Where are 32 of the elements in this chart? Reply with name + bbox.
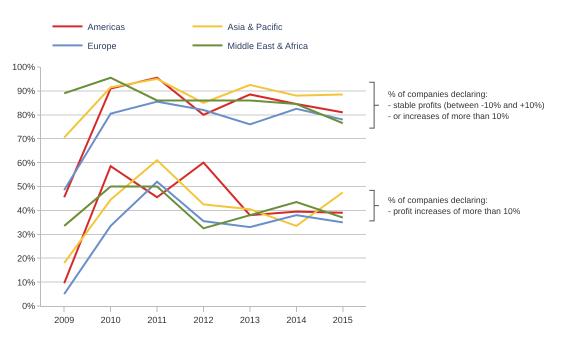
line-series [63,76,344,198]
y-tick-label: 60% [17,158,36,168]
line-series [63,78,344,139]
y-tick-label: 80% [17,110,36,120]
legend-label: Middle East & Africa [228,40,308,51]
y-tick-label: 0% [22,301,36,312]
text: % of companies declaring: - profit increases of more than 10% [388,195,521,216]
y-tick-label: 50% [17,182,36,192]
line-series [63,186,344,230]
y-tick-label: 100% [12,62,36,72]
line-series [63,180,344,296]
y-tick-label: 10% [17,277,36,288]
line-series [63,159,344,264]
y-tick-label: 70% [17,134,36,144]
legend-label: Asia & Pacific [228,22,284,32]
x-tick-label: 2014 [286,314,306,325]
x-tick-label: 2013 [240,314,260,325]
legend-label: Americas [88,22,126,32]
y-tick-label: 90% [17,86,36,96]
y-tick-label: 40% [17,206,36,216]
x-tick-label: 2009 [54,314,74,325]
y-tick-label: 30% [17,229,36,240]
y-tick-label: 20% [17,253,36,264]
line-series [63,100,344,192]
line-series [63,162,344,284]
text: % of companies declaring: - stable profits (between -10% and +10%) - or increases of more than 10% [388,89,545,122]
x-tick-label: 2010 [100,314,121,325]
x-tick-label: 2011 [147,314,167,325]
x-tick-label: 2012 [193,314,214,325]
legend-label: Europe [88,40,117,51]
x-tick-label: 2015 [332,314,353,325]
line-series [63,76,344,124]
